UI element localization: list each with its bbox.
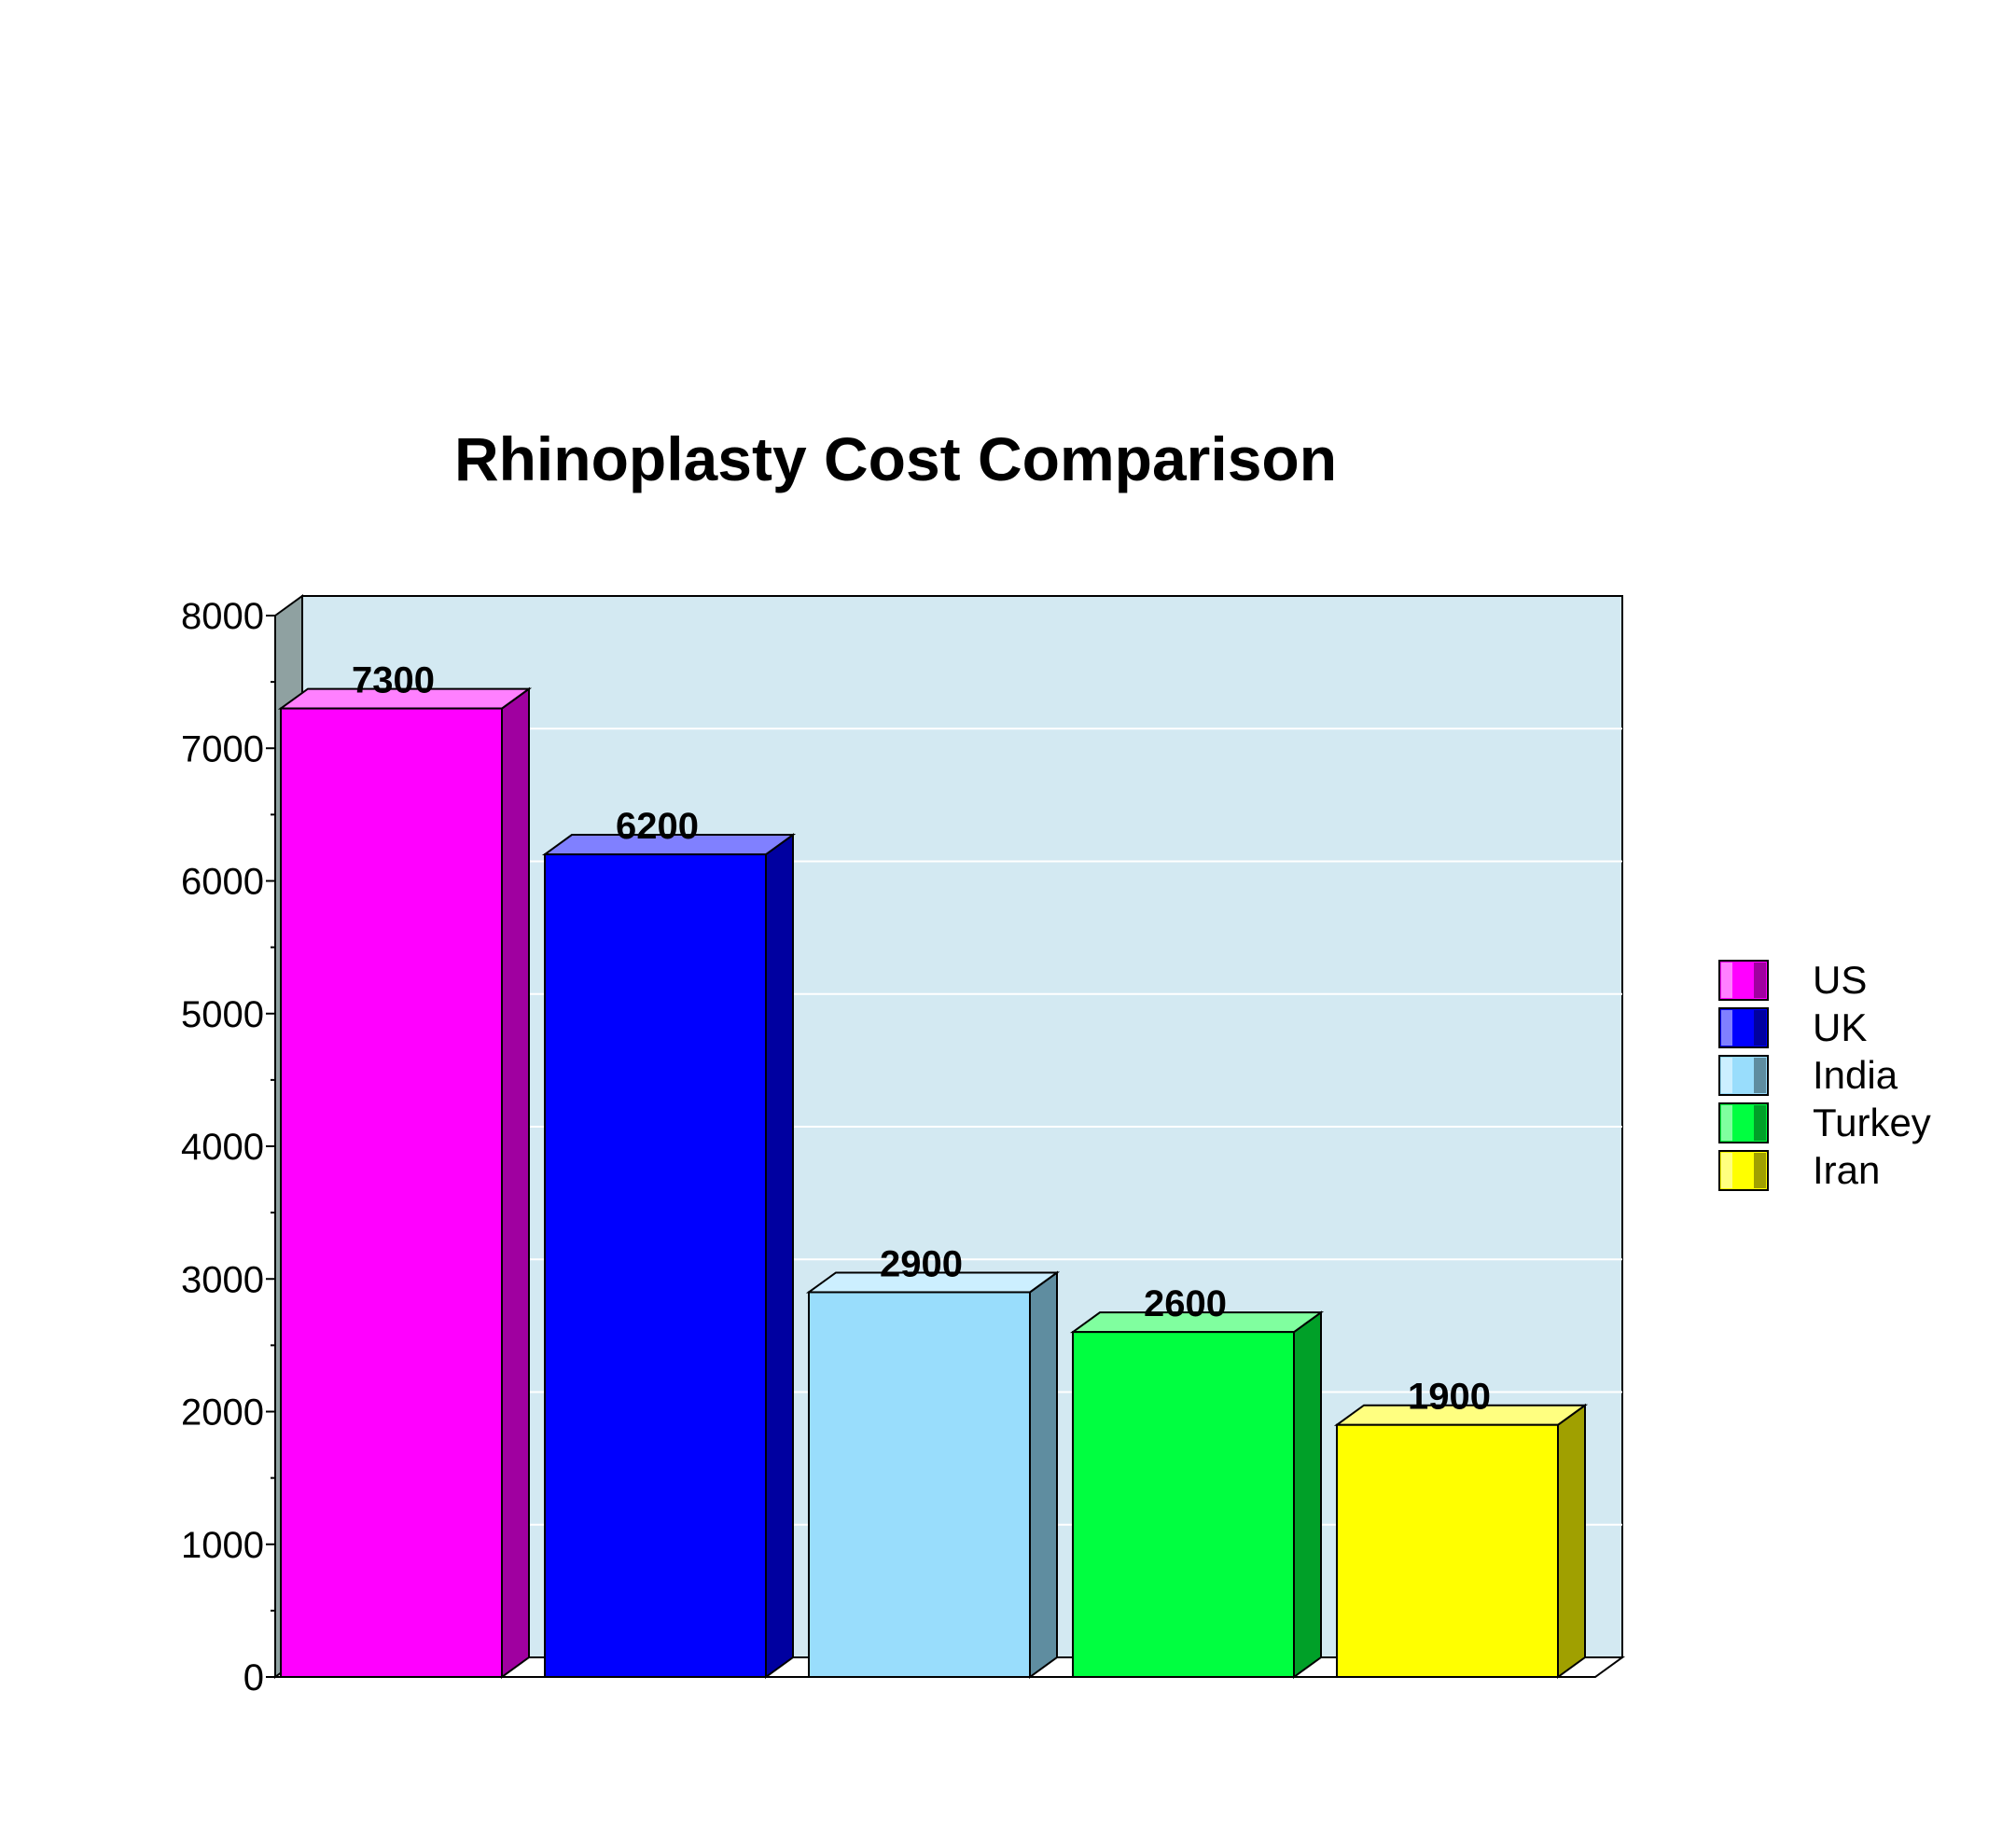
bar-us [277, 686, 533, 1679]
legend-item-uk: UK [1718, 1005, 1867, 1049]
legend-label: India [1813, 1053, 1898, 1097]
bar-value-label: 1900 [1408, 1377, 1491, 1418]
bar-side-face [1557, 1403, 1586, 1679]
y-axis-tick-label: 6000 [181, 862, 264, 903]
chart-title: Rhinoplasty Cost Comparison [454, 424, 1337, 493]
bar [1072, 1331, 1295, 1679]
bar-side-face [1293, 1310, 1322, 1679]
bar-uk [541, 833, 797, 1679]
legend-item-iran: Iran [1718, 1148, 1880, 1192]
bar-value-label: 6200 [616, 806, 699, 847]
bar-side-face [501, 686, 530, 1679]
bar-turkey [1069, 1310, 1325, 1679]
legend-swatch-highlight [1721, 1105, 1732, 1141]
legend-label: US [1813, 958, 1867, 1002]
legend-swatch-shade [1754, 1105, 1766, 1141]
y-axis-tick-label: 4000 [181, 1127, 264, 1168]
y-axis-tick-label: 7000 [181, 728, 264, 769]
bar-iran [1333, 1403, 1589, 1679]
y-axis-tick-label: 8000 [181, 596, 264, 637]
legend-swatch-highlight [1721, 1010, 1732, 1046]
legend-swatch-highlight [1721, 963, 1732, 998]
bar [280, 707, 503, 1679]
legend-swatch-shade [1754, 1010, 1766, 1046]
bar-value-label: 7300 [352, 660, 435, 701]
legend-swatch-highlight [1721, 1058, 1732, 1093]
bar-india [805, 1270, 1061, 1679]
legend-swatch-shade [1754, 963, 1766, 998]
legend-item-us: US [1718, 958, 1867, 1002]
y-axis-tick-label: 3000 [181, 1259, 264, 1300]
legend-item-india: India [1718, 1053, 1898, 1097]
legend-label: Iran [1813, 1148, 1880, 1192]
legend-label: Turkey [1813, 1101, 1931, 1144]
bar [1336, 1423, 1559, 1678]
bar-value-label: 2600 [1144, 1283, 1227, 1324]
y-axis-tick-label: 5000 [181, 994, 264, 1035]
bar-value-label: 2900 [880, 1243, 963, 1284]
bar [808, 1291, 1031, 1678]
plot-area: 0 1000 2000 3000 4000 5000 6000 7000 8000 7300 620… [181, 594, 1626, 1698]
bar-side-face [765, 833, 794, 1679]
y-axis-tick-label: 2000 [181, 1393, 264, 1434]
legend-swatch-shade [1754, 1153, 1766, 1188]
legend-swatch-highlight [1721, 1153, 1732, 1188]
legend-swatch-shade [1754, 1058, 1766, 1093]
bar [544, 853, 767, 1678]
legend-item-turkey: Turkey [1718, 1101, 1931, 1144]
legend-label: UK [1813, 1005, 1867, 1049]
y-axis-tick-label: 1000 [181, 1525, 264, 1566]
y-axis-tick-label: 0 [243, 1657, 264, 1698]
bar-side-face [1029, 1270, 1058, 1679]
